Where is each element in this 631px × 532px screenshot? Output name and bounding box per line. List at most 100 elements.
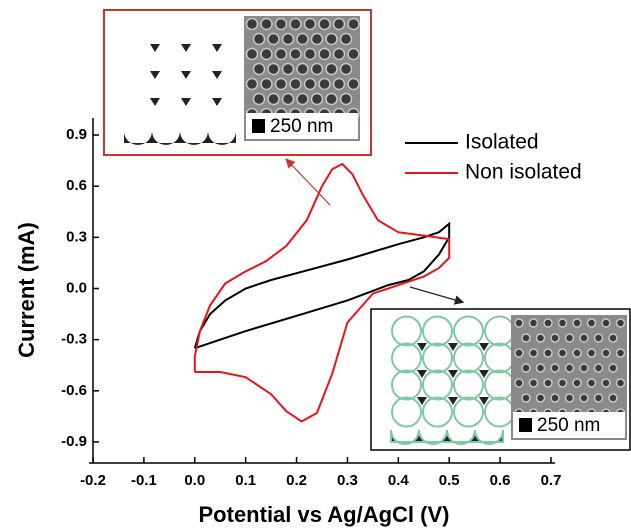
scale-label: 250 nm <box>270 116 333 137</box>
sem-pore <box>254 94 265 105</box>
y-tick-label: 0.6 <box>66 177 87 194</box>
sem-pore <box>530 319 538 327</box>
sem-pore <box>551 394 559 402</box>
x-tick-label: 0.3 <box>337 472 358 489</box>
sem-pore <box>276 79 287 90</box>
sem-pore <box>609 334 617 342</box>
sem-pore <box>261 79 272 90</box>
inset: 250 nm <box>371 309 630 450</box>
sem-pore <box>348 19 359 30</box>
y-tick-label: -0.9 <box>61 433 87 450</box>
x-tick-label: 0.0 <box>184 472 205 489</box>
sem-pore <box>290 49 301 60</box>
sem-pore <box>268 94 279 105</box>
x-tick-label: 0.6 <box>490 472 511 489</box>
sem-pore <box>326 64 337 75</box>
sem-pore <box>580 364 588 372</box>
sem-pore <box>537 394 545 402</box>
sem-pore <box>341 64 352 75</box>
sem-pore <box>334 19 345 30</box>
sem-pore <box>254 64 265 75</box>
scale-bar <box>519 418 532 432</box>
sem-pore <box>522 334 530 342</box>
scale-label: 250 nm <box>537 415 600 436</box>
sem-pore <box>319 19 330 30</box>
sem-pore <box>566 394 574 402</box>
x-tick-label: 0.1 <box>235 472 256 489</box>
sem-pore <box>602 349 610 357</box>
sem-pore <box>609 364 617 372</box>
sem-pore <box>530 349 538 357</box>
sem-pore <box>254 34 265 45</box>
sem-pore <box>544 379 552 387</box>
sem-pore <box>566 334 574 342</box>
x-tick-label: 0.2 <box>286 472 307 489</box>
sem-pore <box>341 34 352 45</box>
legend-label: Isolated <box>465 131 539 154</box>
sem-pore <box>602 379 610 387</box>
sem-pore <box>348 79 359 90</box>
sem-pore <box>515 349 523 357</box>
sem-pore <box>515 319 523 327</box>
sem-pore <box>588 319 596 327</box>
sem-pore <box>305 79 316 90</box>
sem-pore <box>530 379 538 387</box>
sem-pore <box>297 34 308 45</box>
sem-pore <box>247 49 258 60</box>
sem-pore <box>559 379 567 387</box>
sem-pore <box>297 64 308 75</box>
sem-pore <box>319 79 330 90</box>
sem-pore <box>573 379 581 387</box>
legend-label: Non isolated <box>465 161 582 184</box>
sem-pore <box>573 349 581 357</box>
sem-pore <box>326 34 337 45</box>
sem-pore <box>341 94 352 105</box>
x-tick-label: -0.1 <box>131 472 157 489</box>
sem-pore <box>334 79 345 90</box>
sem-pore <box>580 334 588 342</box>
x-tick-label: 0.7 <box>541 472 562 489</box>
y-tick-label: 0.9 <box>66 126 87 143</box>
sem-pore <box>515 379 523 387</box>
sem-pore <box>326 94 337 105</box>
sem-pore <box>276 49 287 60</box>
x-tick-label: 0.5 <box>439 472 460 489</box>
scale-bar <box>252 119 265 133</box>
sem-pore <box>544 319 552 327</box>
sem-pore <box>602 319 610 327</box>
sem-pore <box>559 319 567 327</box>
sem-pore <box>334 49 345 60</box>
sem-pore <box>559 349 567 357</box>
x-tick-label: 0.4 <box>388 472 410 489</box>
sem-pore <box>283 34 294 45</box>
sem-pore <box>609 394 617 402</box>
sem-pore <box>297 94 308 105</box>
y-tick-label: 0.0 <box>66 279 87 296</box>
sem-pore <box>580 394 588 402</box>
sem-pore <box>551 334 559 342</box>
y-tick-label: -0.3 <box>61 331 87 348</box>
sem-pore <box>544 349 552 357</box>
sem-pore <box>312 64 323 75</box>
sem-pore <box>261 49 272 60</box>
sem-pore <box>283 94 294 105</box>
sem-pore <box>247 19 258 30</box>
y-axis-title: Current (mA) <box>14 222 39 358</box>
sem-pore <box>247 79 258 90</box>
sem-pore <box>522 394 530 402</box>
sem-pore <box>566 364 574 372</box>
arrow <box>410 287 462 302</box>
sem-pore <box>290 79 301 90</box>
sem-pore <box>268 64 279 75</box>
sem-pore <box>305 49 316 60</box>
sem-pore <box>595 394 603 402</box>
sem-pore <box>588 379 596 387</box>
sem-pore <box>312 34 323 45</box>
sem-pore <box>595 334 603 342</box>
sem-pore <box>617 379 625 387</box>
sem-pore <box>261 19 272 30</box>
sem-pore <box>276 19 287 30</box>
sem-pore <box>595 364 603 372</box>
sem-pore <box>290 19 301 30</box>
sem-pore <box>617 319 625 327</box>
